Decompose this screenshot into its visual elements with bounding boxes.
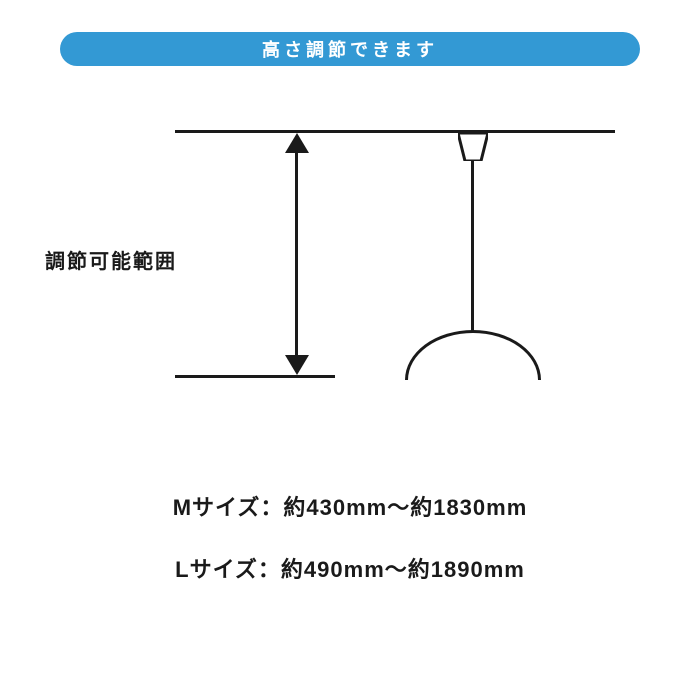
banner-text: 高さ調節できます: [262, 36, 438, 62]
arrow-head-down: [285, 355, 309, 375]
arrow-shaft: [295, 140, 298, 368]
title-banner: 高さ調節できます: [60, 32, 640, 66]
bottom-reference-line: [175, 375, 335, 378]
arrow-head-up: [285, 133, 309, 153]
spec-m-size: Mサイズ：約430mm～約1830mm: [0, 490, 700, 522]
lamp-ceiling-connector: [458, 133, 488, 161]
spec-l-size: Lサイズ：約490mm～約1890mm: [0, 552, 700, 584]
ceiling-line: [175, 130, 615, 133]
lamp-rod: [471, 161, 474, 333]
lamp-shade: [405, 330, 541, 380]
height-diagram: 調節可能範囲: [80, 130, 620, 410]
range-label: 調節可能範囲: [45, 245, 177, 274]
specifications: Mサイズ：約430mm～約1830mm Lサイズ：約490mm～約1890mm: [0, 490, 700, 614]
